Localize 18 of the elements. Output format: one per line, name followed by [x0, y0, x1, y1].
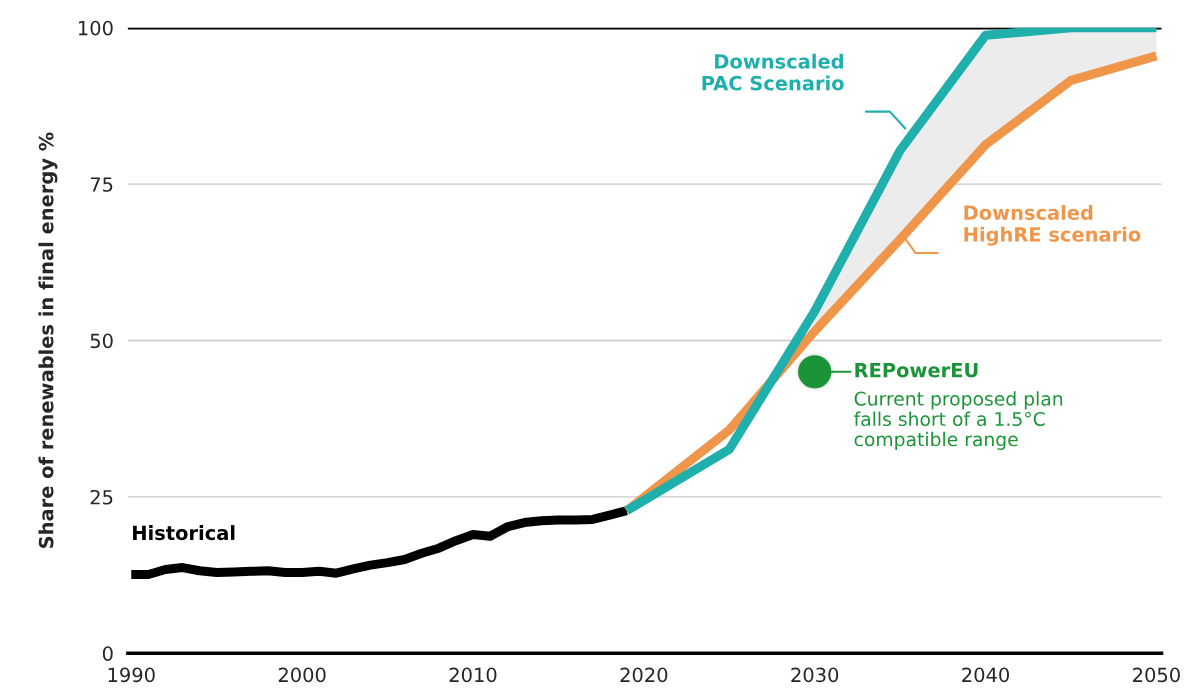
- annotation: Current proposed plan falls short of a 1.5°C compatible range: [854, 391, 1063, 450]
- x-tick-label: 2000: [278, 667, 326, 683]
- y-tick-label: 100: [79, 20, 113, 36]
- x-tick-label: 2050: [1133, 667, 1180, 683]
- legend-label: REPowerEU: [855, 363, 978, 378]
- x-tick-label: 2030: [791, 667, 839, 683]
- series-label: Downscaled HighRE scenario: [964, 204, 1141, 246]
- y-tick-label: 50: [90, 333, 113, 349]
- y-tick-label: 25: [90, 489, 113, 505]
- x-tick-label: 2040: [962, 667, 1010, 683]
- x-tick-label: 2020: [620, 667, 668, 683]
- x-tick-label: 1990: [108, 667, 155, 683]
- text: Downscaled PAC Scenario: [702, 53, 844, 91]
- series-label: Historical: [133, 525, 235, 541]
- y-tick-label: 0: [102, 646, 113, 661]
- y-axis-title: Share of renewables in final energy %: [38, 132, 58, 548]
- y-tick-label: 75: [90, 177, 113, 192]
- x-tick-label: 2010: [449, 667, 497, 683]
